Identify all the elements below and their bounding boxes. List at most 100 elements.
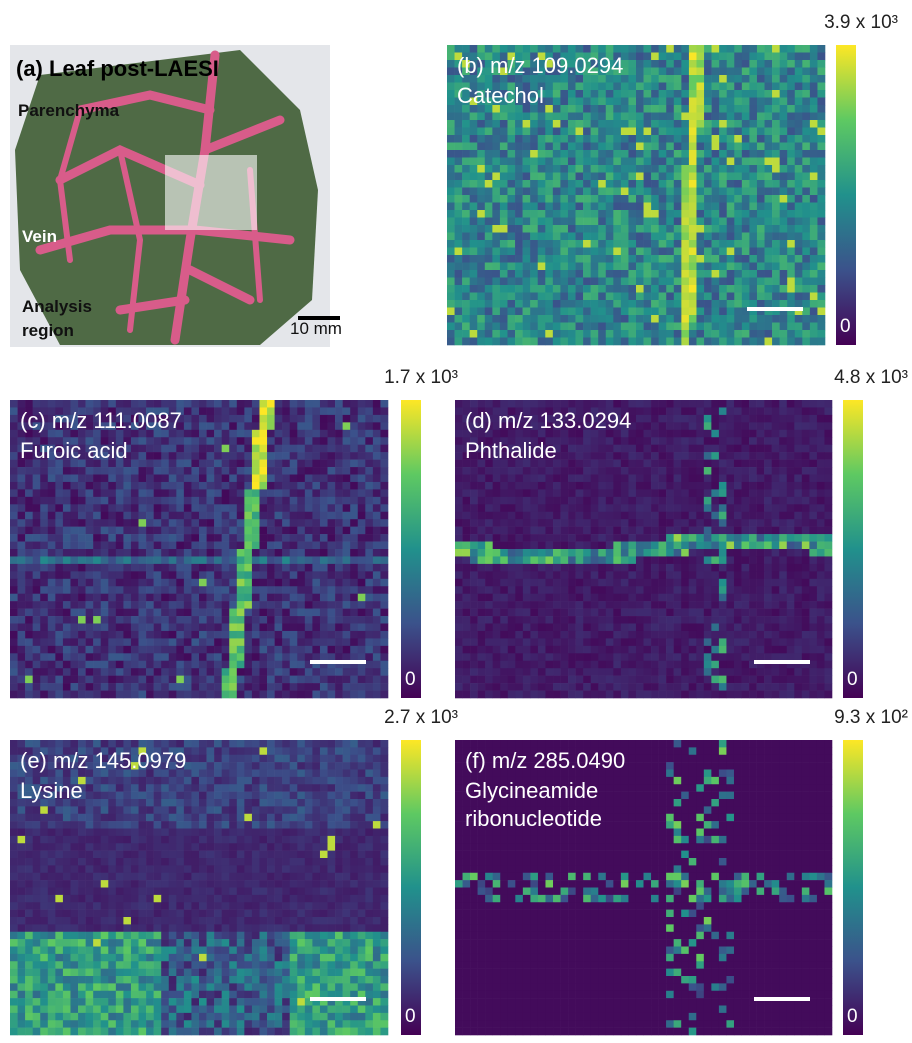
heatmap-cell (312, 527, 320, 535)
heatmap-cell (515, 323, 523, 331)
heatmap-cell (757, 293, 765, 301)
heatmap-cell (659, 98, 667, 106)
heatmap-cell (191, 430, 199, 438)
heatmap-cell (485, 482, 493, 490)
heatmap-cell (161, 624, 169, 632)
heatmap-cell (63, 653, 71, 661)
heatmap-cell (507, 263, 515, 271)
heatmap-cell (749, 400, 757, 408)
heatmap-cell (184, 467, 192, 475)
heatmap-cell (780, 300, 788, 308)
heatmap-cell (358, 638, 366, 646)
heatmap-cell (742, 150, 750, 158)
heatmap-cell (681, 315, 689, 323)
heatmap-cell (794, 475, 802, 483)
heatmap-cell (123, 668, 131, 676)
heatmap-cell (508, 534, 516, 542)
heatmap-cell (787, 203, 795, 211)
heatmap-cell (199, 564, 207, 572)
heatmap-cell (613, 143, 621, 151)
heatmap-cell (477, 330, 485, 338)
heatmap-cell (613, 445, 621, 453)
heatmap-cell (492, 278, 500, 286)
heatmap-cell (470, 240, 478, 248)
heatmap-cell (380, 571, 388, 579)
heatmap-cell (712, 68, 720, 76)
heatmap-cell (275, 564, 283, 572)
heatmap-cell (644, 165, 652, 173)
heatmap-cell (500, 180, 508, 188)
heatmap-cell (719, 263, 727, 271)
heatmap-cell (10, 571, 18, 579)
heatmap-cell (545, 315, 553, 323)
heatmap-cell (320, 489, 328, 497)
heatmap-cell (214, 571, 222, 579)
heatmap-cell (576, 497, 584, 505)
heatmap-cell (508, 482, 516, 490)
heatmap-cell (40, 638, 48, 646)
heatmap-cell (674, 437, 682, 445)
heatmap-cell (726, 482, 734, 490)
heatmap-cell (772, 128, 780, 136)
heatmap-cell (802, 445, 810, 453)
heatmap-cell (591, 467, 599, 475)
heatmap-cell (139, 437, 147, 445)
heatmap-cell (817, 75, 825, 83)
heatmap-cell (229, 594, 237, 602)
heatmap-cell (207, 556, 215, 564)
heatmap-cell (229, 586, 237, 594)
heatmap-cell (123, 475, 131, 483)
heatmap-cell (538, 467, 546, 475)
heatmap-cell (343, 579, 351, 587)
heatmap-cell (18, 609, 26, 617)
heatmap-cell (10, 676, 18, 684)
heatmap-cell (780, 248, 788, 256)
heatmap-cell (545, 113, 553, 121)
heatmap-cell (787, 285, 795, 293)
heatmap-cell (447, 105, 455, 113)
heatmap-cell (598, 527, 606, 535)
heatmap-cell (711, 437, 719, 445)
heatmap-cell (447, 338, 455, 346)
heatmap-cell (606, 315, 614, 323)
heatmap-cell (583, 128, 591, 136)
heatmap-cell (462, 225, 470, 233)
heatmap-cell (674, 203, 682, 211)
heatmap-cell (568, 293, 576, 301)
heatmap-cell (320, 556, 328, 564)
heatmap-cell (538, 338, 546, 346)
heatmap-cell (817, 300, 825, 308)
heatmap-cell (787, 460, 795, 468)
heatmap-cell (169, 437, 177, 445)
heatmap-cell (10, 475, 18, 483)
heatmap-cell (214, 586, 222, 594)
heatmap-cell (651, 323, 659, 331)
heatmap-cell (244, 437, 252, 445)
heatmap-cell (18, 683, 26, 691)
heatmap-cell (591, 519, 599, 527)
heatmap-cell (810, 278, 818, 286)
heatmap-cell (492, 173, 500, 181)
heatmap-cell (290, 519, 298, 527)
heatmap-cell (350, 415, 358, 423)
heatmap-cell (184, 527, 192, 535)
heatmap-cell (530, 278, 538, 286)
heatmap-cell (787, 233, 795, 241)
heatmap-cell (463, 482, 471, 490)
heatmap-cell (734, 293, 742, 301)
heatmap-cell (636, 519, 644, 527)
heatmap-cell (523, 225, 531, 233)
heatmap-cell (70, 646, 78, 654)
heatmap-cell (380, 534, 388, 542)
heatmap-cell (154, 586, 162, 594)
heatmap-cell (674, 263, 682, 271)
heatmap-cell (787, 527, 795, 535)
heatmap-cell (320, 407, 328, 415)
heatmap-cell (742, 90, 750, 98)
heatmap-cell (328, 549, 336, 557)
heatmap-cell (373, 631, 381, 639)
heatmap-cell (463, 527, 471, 535)
heatmap-cell (447, 210, 455, 218)
heatmap-cell (734, 60, 742, 68)
heatmap-cell (508, 512, 516, 520)
